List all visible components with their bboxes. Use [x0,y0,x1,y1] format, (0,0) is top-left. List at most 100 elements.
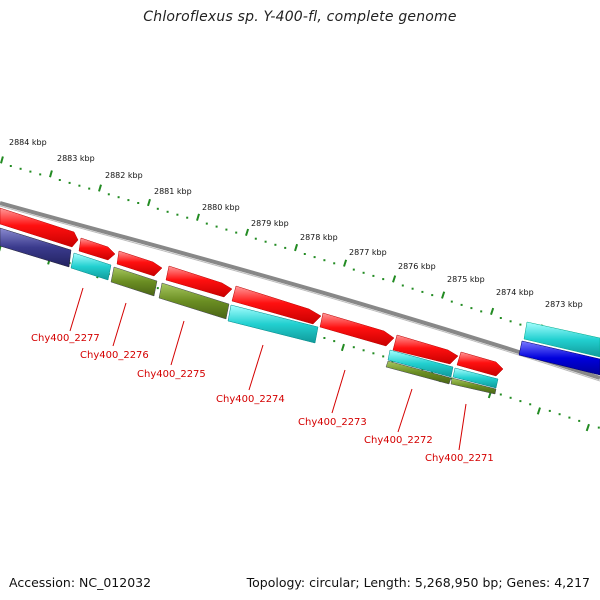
ruler-dot [362,271,365,274]
kbp-label: 2881 kbp [154,187,192,196]
gene-features[interactable] [0,207,600,395]
gene-forward-7[interactable] [392,334,459,365]
gene-label-chy400-2275[interactable]: Chy400_2275 [137,369,206,380]
ruler-dot [9,165,12,167]
ruler-dot [176,213,179,216]
ruler-dot [519,323,522,326]
gene-reverse-8b[interactable] [450,377,497,395]
ruler-dot [88,187,91,190]
ruler-major-tick [585,423,590,432]
genome-summary-text: Topology: circular; Length: 5,268,950 bp… [246,575,590,590]
ruler-dot [352,268,355,271]
ruler-dot [137,202,140,204]
ruler-major-tick [245,228,250,236]
ruler-dot [499,317,502,319]
ruler-dot [254,237,257,240]
gene-reverse-8[interactable] [452,367,499,389]
ruler-dot [225,228,228,231]
ruler-dot [19,167,22,170]
ruler-dot [509,396,512,399]
gene-forward-1[interactable] [0,207,79,248]
ruler-dot [274,243,277,246]
ruler-major-tick [0,156,4,164]
ruler-major-tick [340,343,345,352]
gene-label-chy400-2273[interactable]: Chy400_2273 [298,417,367,428]
kbp-label: 2873 kbp [545,300,583,309]
gene-label-chy400-2277[interactable]: Chy400_2277 [31,333,100,344]
ruler-dot [382,355,385,358]
kbp-label: 2882 kbp [105,171,143,180]
ruler-dot [166,210,169,213]
ruler-dot [333,262,336,265]
ruler-dot [558,413,561,416]
kbp-label: 2874 kbp [496,288,534,297]
gene-reverse-6[interactable] [387,349,454,378]
gene-reverse-7[interactable] [385,360,452,385]
kbp-label: 2876 kbp [398,262,436,271]
gene-forward-3[interactable] [116,250,163,277]
ruler-dot [235,231,238,234]
ruler-dot [372,352,375,355]
gene-labels: Chy400_2277 Chy400_2276 Chy400_2275 Chy4… [31,333,494,464]
gene-reverse-5[interactable] [227,304,319,344]
gene-forward-5[interactable] [231,285,322,325]
ruler-dot [460,303,463,306]
kbp-label: 2878 kbp [300,233,338,242]
kbp-label: 2875 kbp [447,275,485,284]
ruler-dot [411,287,414,290]
ruler-major-tick [294,243,299,252]
ruler-dot [470,307,473,310]
ruler-major-tick [536,407,541,415]
ruler-dot [205,222,208,225]
ruler-dot [186,216,189,219]
accession-text: Accession: NC_012032 [9,575,152,590]
gene-reverse-2[interactable] [70,252,112,281]
kbp-label: 2879 kbp [251,219,289,228]
ruler-dot [382,278,385,281]
ruler-dot [480,310,483,313]
ruler-dot [509,320,512,323]
ruler-dot [215,225,218,228]
gene-forward-4[interactable] [165,265,233,298]
gene-reverse-3[interactable] [110,266,158,297]
gene-label-chy400-2272[interactable]: Chy400_2272 [364,435,433,446]
ruler-dot [303,253,306,255]
ruler-dot [372,274,375,277]
ruler-dot [323,337,326,339]
genome-backbone [0,201,600,380]
ruler-dot [450,300,453,303]
ruler-dot [39,173,42,176]
gene-forward-8[interactable] [456,351,504,377]
ruler-dot [156,207,159,210]
ruler-dot [578,419,581,422]
ruler-major-tick [343,259,348,267]
ruler-dot [68,181,71,184]
ruler-dot [352,346,355,349]
genome-title: Chloroflexus sp. Y-400-fl, complete geno… [143,9,457,25]
ruler-dot [333,340,336,343]
ruler-dot [156,287,159,290]
ruler-major-tick [98,184,102,192]
kbp-label: 2877 kbp [349,248,387,257]
ruler-dot [568,416,571,419]
ruler-dot [529,403,532,406]
gene-reverse-4[interactable] [158,282,230,320]
gene-forward-2[interactable] [78,237,116,261]
ruler-dot [519,400,522,403]
ruler-dot [499,393,502,396]
gene-forward-6[interactable] [319,312,395,347]
genome-backbone-inner [0,205,600,382]
gene-reverse-9[interactable] [518,340,600,376]
leader-lines [69,287,467,451]
ruler-dot [29,170,32,173]
gene-label-chy400-2271[interactable]: Chy400_2271 [425,453,494,464]
gene-reverse-1[interactable] [0,227,72,268]
gene-forward-9[interactable] [523,321,600,358]
ruler-major-tick [49,170,53,178]
gene-label-chy400-2276[interactable]: Chy400_2276 [80,350,149,361]
ruler-dot [401,284,404,287]
ruler-dot [323,259,326,262]
gene-label-chy400-2274[interactable]: Chy400_2274 [216,394,285,405]
kbp-labels: 2884 kbp 2883 kbp 2882 kbp 2881 kbp 2880… [9,138,583,309]
